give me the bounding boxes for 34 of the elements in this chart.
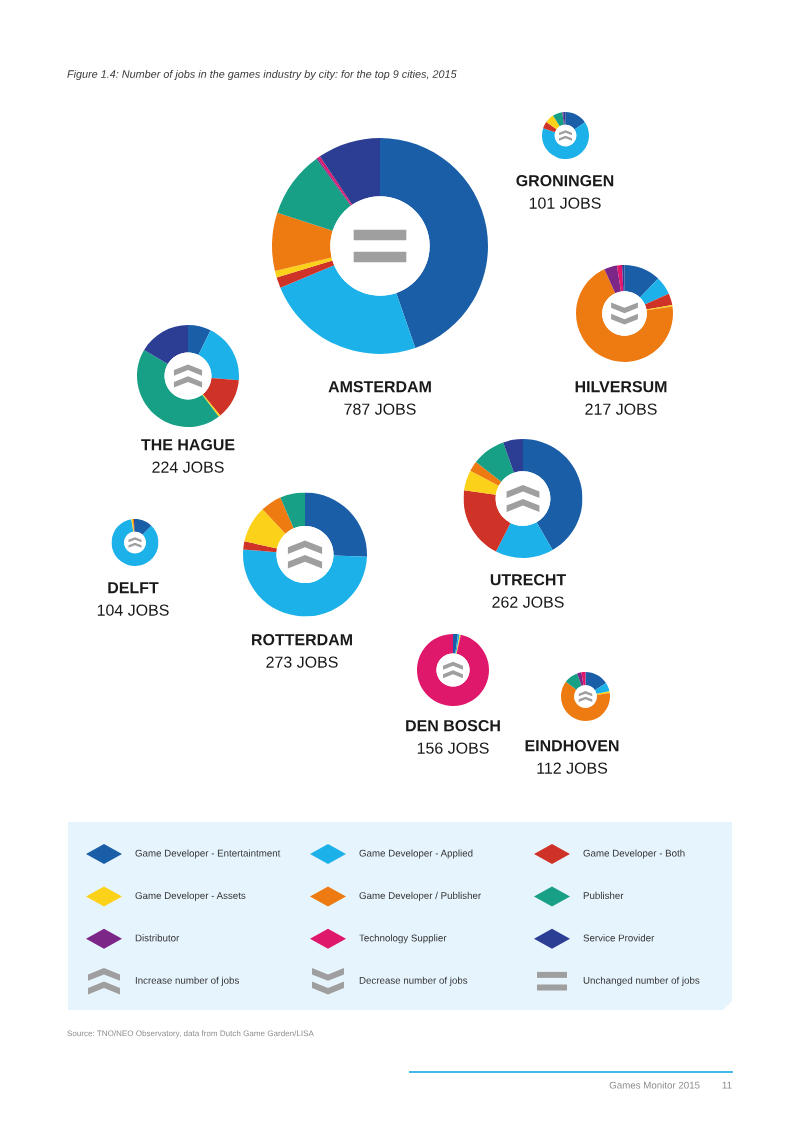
legend-label: Game Developer - Assets	[135, 891, 246, 901]
text: UTRECHT	[490, 573, 566, 586]
text: AMSTERDAM	[328, 380, 431, 393]
legend-label: Game Developer - Entertaintment	[135, 849, 281, 859]
legend-label: Distributor	[135, 934, 180, 942]
text: Increase number of jobs	[135, 976, 239, 986]
text: 104 JOBS	[97, 604, 169, 616]
text: Decrease number of jobs	[359, 976, 468, 986]
text: DELFT	[108, 582, 159, 594]
text: ROTTERDAM	[252, 633, 352, 646]
text: 273 JOBS	[266, 656, 338, 668]
legend-label: Publisher	[583, 891, 624, 900]
text: DEN BOSCH	[406, 719, 500, 732]
legend-label: Service Provider	[583, 934, 655, 942]
text: 217 JOBS	[585, 403, 657, 415]
text: Figure 1.4: Number of jobs in the games industry by city: for the top 9 cities, 2015	[67, 69, 457, 81]
text: Unchanged number of jobs	[583, 976, 700, 986]
text: Games Monitor 2015	[609, 1081, 700, 1089]
legend-label: Technology Supplier	[359, 934, 447, 944]
text: 101 JOBS	[529, 197, 601, 209]
source-note: Source: TNO/NEO Observatory, data from Dutch Game Garden/LISA	[67, 1030, 314, 1038]
legend-label: Game Developer / Publisher	[359, 891, 481, 901]
text: 156 JOBS	[417, 742, 489, 754]
text: 11	[722, 1081, 732, 1089]
legend-label: Game Developer - Both	[583, 849, 685, 859]
text: EINDHOVEN	[525, 739, 619, 752]
text: 112 JOBS	[537, 762, 608, 774]
text: HILVERSUM	[575, 380, 667, 393]
text: 787 JOBS	[344, 403, 416, 415]
text: THE HAGUE	[141, 438, 235, 451]
text: GRONINGEN	[516, 174, 614, 187]
text: 224 JOBS	[152, 461, 224, 473]
text: 262 JOBS	[492, 596, 564, 608]
legend-label: Game Developer - Applied	[359, 849, 473, 859]
